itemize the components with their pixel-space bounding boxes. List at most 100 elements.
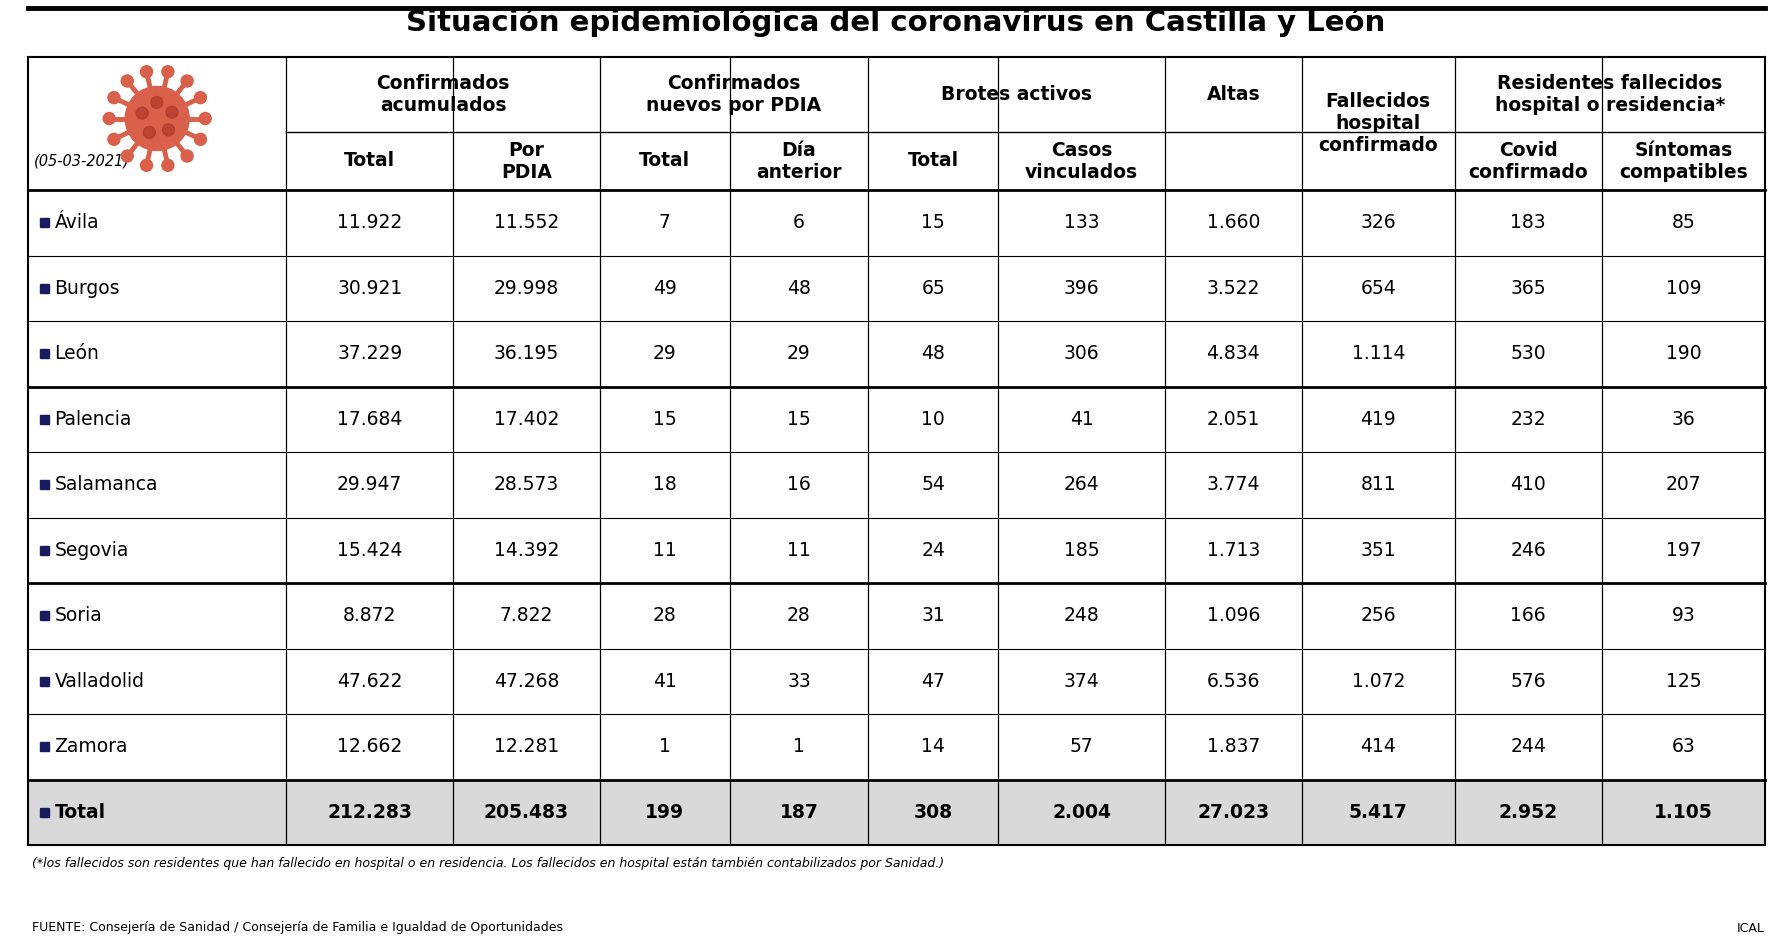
Circle shape xyxy=(140,160,152,171)
Text: 29.998: 29.998 xyxy=(495,278,559,297)
Polygon shape xyxy=(39,676,48,686)
Text: (*los fallecidos son residentes que han fallecido en hospital o en residencia. L: (*los fallecidos son residentes que han … xyxy=(32,857,944,869)
Text: 410: 410 xyxy=(1511,475,1546,494)
Text: Total: Total xyxy=(640,151,690,170)
Circle shape xyxy=(104,112,115,124)
Text: 36: 36 xyxy=(1672,409,1695,428)
Text: 7: 7 xyxy=(659,213,670,232)
Text: 11: 11 xyxy=(787,541,810,560)
Text: 576: 576 xyxy=(1511,672,1546,691)
Text: 109: 109 xyxy=(1665,278,1701,297)
Circle shape xyxy=(163,124,174,136)
Text: 197: 197 xyxy=(1665,541,1701,560)
Text: 85: 85 xyxy=(1672,213,1695,232)
Circle shape xyxy=(151,97,163,108)
Text: 33: 33 xyxy=(787,672,810,691)
Text: 5.417: 5.417 xyxy=(1349,803,1409,822)
Circle shape xyxy=(140,66,152,78)
Text: 4.834: 4.834 xyxy=(1206,344,1260,363)
Circle shape xyxy=(143,126,156,139)
Text: 1: 1 xyxy=(794,737,805,756)
Text: Confirmados
acumulados: Confirmados acumulados xyxy=(376,74,509,115)
Text: 308: 308 xyxy=(914,803,953,822)
Text: 654: 654 xyxy=(1360,278,1396,297)
Text: 65: 65 xyxy=(921,278,944,297)
Text: 11.552: 11.552 xyxy=(495,213,559,232)
Text: 47.268: 47.268 xyxy=(495,672,559,691)
Polygon shape xyxy=(39,284,48,293)
Text: 232: 232 xyxy=(1511,409,1546,428)
Text: 1.105: 1.105 xyxy=(1654,803,1713,822)
Circle shape xyxy=(167,106,177,118)
Text: 166: 166 xyxy=(1511,606,1546,625)
Text: 1: 1 xyxy=(659,737,670,756)
Text: Síntomas
compatibles: Síntomas compatibles xyxy=(1618,141,1747,181)
Text: 326: 326 xyxy=(1360,213,1396,232)
Text: 1.114: 1.114 xyxy=(1351,344,1405,363)
Text: 17.402: 17.402 xyxy=(495,409,559,428)
Text: 14.392: 14.392 xyxy=(495,541,559,560)
Text: 374: 374 xyxy=(1064,672,1100,691)
Text: Zamora: Zamora xyxy=(54,737,127,756)
Text: 16: 16 xyxy=(787,475,810,494)
Text: 29: 29 xyxy=(787,344,810,363)
Text: 530: 530 xyxy=(1511,344,1546,363)
Circle shape xyxy=(199,112,211,124)
Text: 6.536: 6.536 xyxy=(1206,672,1260,691)
Text: 133: 133 xyxy=(1064,213,1098,232)
Text: 24: 24 xyxy=(921,541,944,560)
Text: 125: 125 xyxy=(1665,672,1701,691)
Text: 207: 207 xyxy=(1665,475,1701,494)
Text: Brotes activos: Brotes activos xyxy=(941,85,1091,104)
Text: Casos
vinculados: Casos vinculados xyxy=(1025,141,1138,181)
Text: Soria: Soria xyxy=(54,606,102,625)
Circle shape xyxy=(195,133,206,145)
Text: ICAL: ICAL xyxy=(1736,922,1765,935)
Circle shape xyxy=(122,150,133,162)
Text: Residentes fallecidos
hospital o residencia*: Residentes fallecidos hospital o residen… xyxy=(1495,74,1726,115)
Text: FUENTE: Consejería de Sanidad / Consejería de Familia e Igualdad de Oportunidade: FUENTE: Consejería de Sanidad / Consejer… xyxy=(32,922,563,935)
Polygon shape xyxy=(29,780,1765,845)
Circle shape xyxy=(108,91,120,104)
Text: 48: 48 xyxy=(787,278,812,297)
Text: 15: 15 xyxy=(652,409,677,428)
Text: 29.947: 29.947 xyxy=(337,475,403,494)
Text: Salamanca: Salamanca xyxy=(54,475,158,494)
Text: 63: 63 xyxy=(1672,737,1695,756)
Text: 49: 49 xyxy=(652,278,677,297)
Text: 15.424: 15.424 xyxy=(337,541,403,560)
Text: Confirmados
nuevos por PDIA: Confirmados nuevos por PDIA xyxy=(647,74,821,115)
Text: 306: 306 xyxy=(1064,344,1098,363)
Text: 41: 41 xyxy=(652,672,677,691)
Circle shape xyxy=(161,66,174,78)
Text: 205.483: 205.483 xyxy=(484,803,570,822)
Text: Día
anterior: Día anterior xyxy=(756,141,842,181)
Text: 212.283: 212.283 xyxy=(328,803,412,822)
Polygon shape xyxy=(39,742,48,751)
Text: 187: 187 xyxy=(780,803,819,822)
Text: Total: Total xyxy=(344,151,396,170)
Text: 1.096: 1.096 xyxy=(1206,606,1260,625)
Circle shape xyxy=(136,107,149,119)
Text: 57: 57 xyxy=(1070,737,1093,756)
Circle shape xyxy=(161,160,174,171)
Text: 15: 15 xyxy=(921,213,944,232)
Circle shape xyxy=(122,75,133,87)
Text: 54: 54 xyxy=(921,475,944,494)
Polygon shape xyxy=(39,218,48,227)
Text: 183: 183 xyxy=(1511,213,1546,232)
Text: 3.774: 3.774 xyxy=(1206,475,1260,494)
Text: 396: 396 xyxy=(1064,278,1098,297)
Text: 47: 47 xyxy=(921,672,944,691)
Text: 365: 365 xyxy=(1511,278,1546,297)
Text: 12.662: 12.662 xyxy=(337,737,403,756)
Text: 18: 18 xyxy=(652,475,677,494)
Circle shape xyxy=(195,91,206,104)
Text: 1.660: 1.660 xyxy=(1206,213,1260,232)
Text: Burgos: Burgos xyxy=(54,278,120,297)
Circle shape xyxy=(181,75,194,87)
Text: Palencia: Palencia xyxy=(54,409,133,428)
Text: Situación epidemiológica del coronavirus en Castilla y León: Situación epidemiológica del coronavirus… xyxy=(407,8,1385,37)
Text: 248: 248 xyxy=(1064,606,1100,625)
Text: Ávila: Ávila xyxy=(54,213,99,232)
